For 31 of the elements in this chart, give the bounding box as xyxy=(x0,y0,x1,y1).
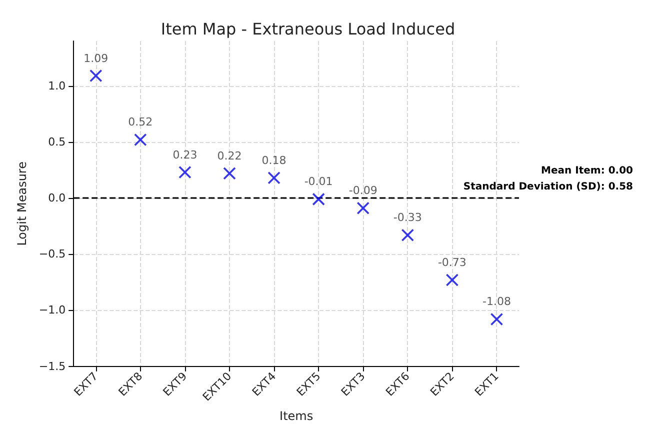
point xyxy=(490,312,504,326)
y-tick-label: −0.5 xyxy=(38,248,66,261)
data-label: -0.01 xyxy=(304,175,333,188)
data-label: 0.52 xyxy=(128,116,153,129)
data-label: 0.18 xyxy=(262,154,286,167)
y-tick-label: 0.0 xyxy=(48,192,66,205)
annotation: Standard Deviation (SD): 0.58 xyxy=(463,182,634,192)
x-axis-title: Items xyxy=(280,409,314,423)
point xyxy=(356,202,370,215)
data-label: -0.73 xyxy=(438,256,466,269)
point xyxy=(89,69,102,82)
y-tick-label: 0.5 xyxy=(48,135,66,148)
point xyxy=(134,133,147,146)
y-tick-label: 1.0 xyxy=(48,79,66,92)
data-label: 1.09 xyxy=(84,52,108,65)
y-tick-label: −1.0 xyxy=(38,304,66,317)
data-label: 0.23 xyxy=(172,148,198,162)
point xyxy=(268,171,280,184)
chart-title: Item Map - Extraneous Load Induced xyxy=(160,20,456,38)
data-label: -1.08 xyxy=(482,295,511,308)
point xyxy=(446,274,459,286)
point xyxy=(223,166,236,180)
data-label: -0.09 xyxy=(348,184,378,198)
point xyxy=(312,192,325,206)
data-label: -0.33 xyxy=(393,211,422,224)
data-label: 0.22 xyxy=(217,149,242,162)
y-axis-title: Logit Measure xyxy=(15,162,29,246)
text: Mean Item: 0.00 xyxy=(541,166,634,176)
y-tick-label: −1.5 xyxy=(38,360,66,373)
point xyxy=(178,166,192,179)
point xyxy=(401,228,414,242)
